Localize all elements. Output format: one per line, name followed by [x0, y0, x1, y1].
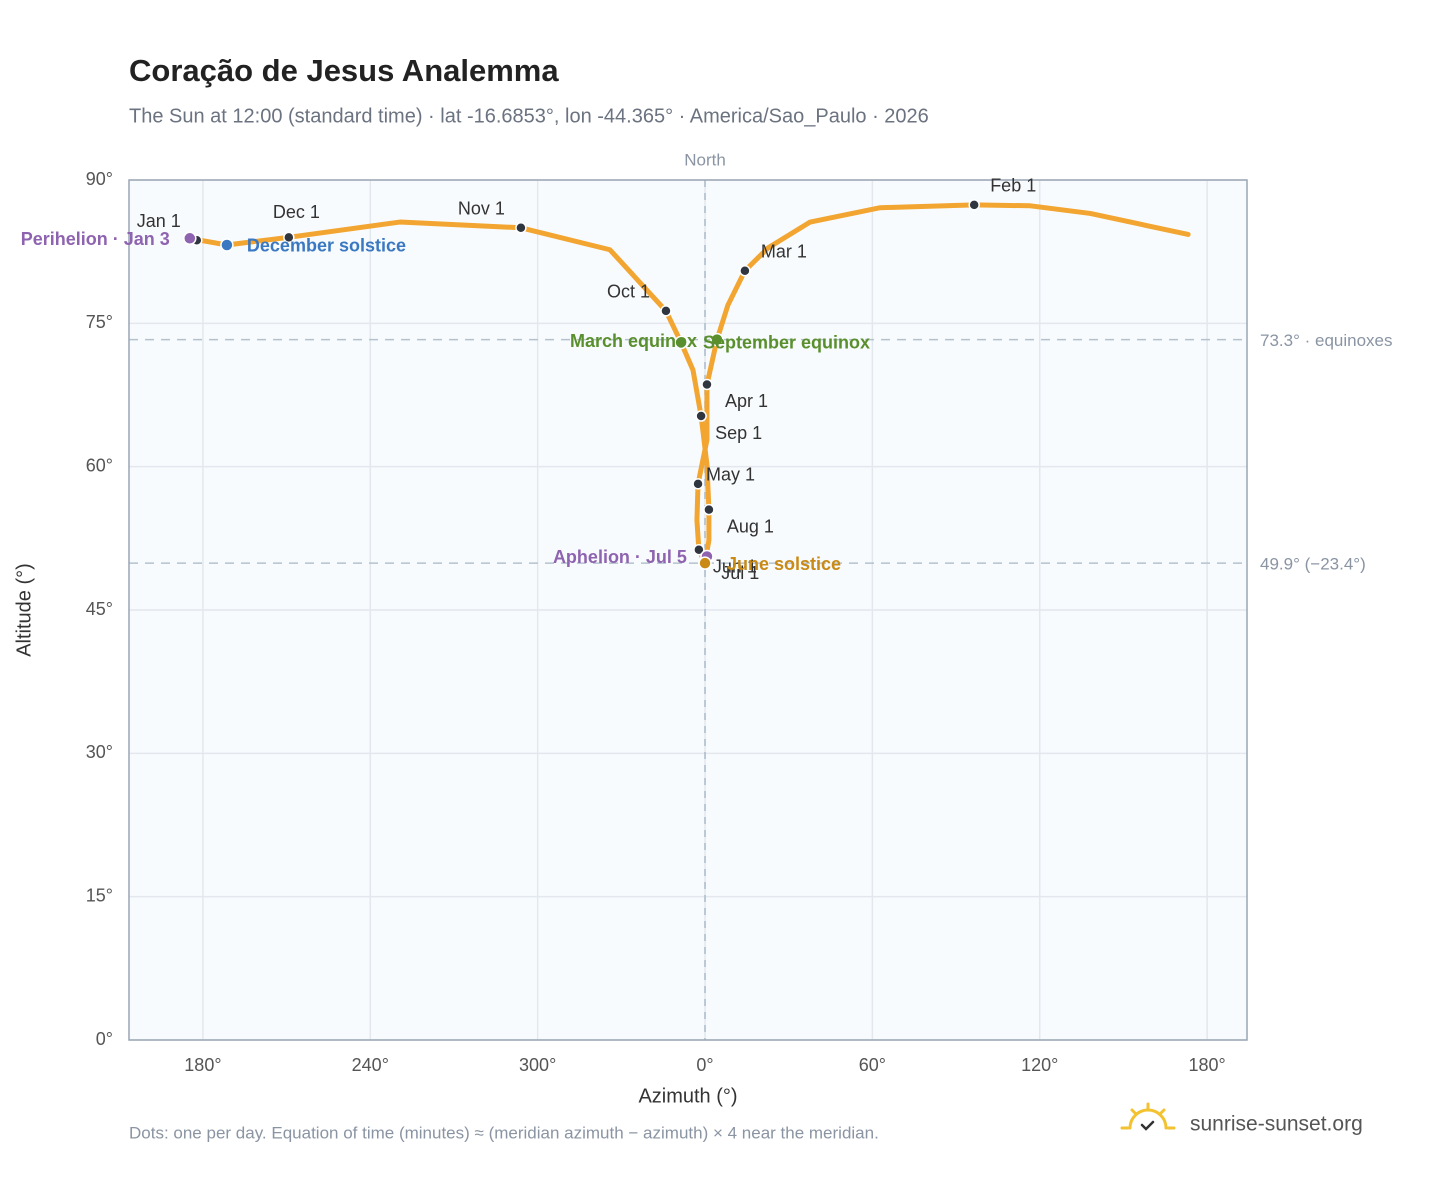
y-tick-label: 75° [86, 312, 113, 332]
x-tick-label: 180° [1188, 1055, 1225, 1075]
y-tick-label: 30° [86, 742, 113, 762]
month-dot [968, 199, 980, 211]
x-axis-title: Azimuth (°) [638, 1085, 737, 1107]
month-label: Sep 1 [715, 423, 762, 443]
x-tick-label: 180° [184, 1055, 221, 1075]
x-tick-label: 300° [519, 1055, 556, 1075]
month-dot [515, 222, 527, 234]
chart-subtitle: The Sun at 12:00 (standard time) · lat -… [129, 105, 929, 127]
x-tick-label: 60° [859, 1055, 886, 1075]
brand-logo [1120, 1102, 1176, 1131]
month-dot [739, 265, 751, 277]
month-label: May 1 [706, 465, 755, 485]
month-label: Jun 1 [713, 557, 757, 577]
month-label: Jul 1 [721, 563, 759, 583]
reference-label: 49.9° (−23.4°) [1260, 555, 1366, 574]
month-label: Oct 1 [607, 282, 650, 302]
event-dot [674, 335, 688, 350]
y-tick-label: 60° [86, 455, 113, 475]
event-dot [183, 231, 197, 246]
month-dot [283, 231, 295, 244]
meridian-label: North [684, 150, 726, 169]
event-dot [710, 332, 724, 347]
y-tick-label: 45° [86, 599, 113, 619]
x-tick-label: 0° [696, 1055, 713, 1075]
event-dot [698, 556, 712, 570]
brand: sunrise-sunset.org [1190, 1113, 1363, 1136]
event-label: Perihelion · Jan 3 [21, 229, 170, 249]
event-label: September equinox [703, 332, 870, 352]
y-tick-label: 15° [86, 885, 113, 905]
x-tick-label: 120° [1021, 1055, 1058, 1075]
month-label: Mar 1 [761, 242, 807, 262]
y-tick-label: 90° [86, 169, 113, 189]
month-dot [695, 410, 707, 422]
event-label: March equinox [570, 331, 697, 351]
y-axis-title: Altitude (°) [13, 563, 35, 657]
month-label: Aug 1 [727, 516, 774, 536]
month-dot [660, 305, 672, 317]
month-label: Nov 1 [458, 199, 505, 219]
x-tick-label: 240° [352, 1055, 389, 1075]
y-tick-label: 0° [96, 1029, 113, 1049]
plot-frame [128, 179, 1248, 1041]
month-dot [692, 478, 704, 490]
event-label: December solstice [247, 236, 406, 256]
month-label: Feb 1 [990, 176, 1036, 196]
month-label: Dec 1 [273, 202, 320, 222]
month-dot [703, 503, 715, 516]
month-dot [693, 544, 705, 556]
chart-title: Coração de Jesus Analemma [129, 53, 559, 88]
event-label: June solstice [727, 554, 841, 574]
reference-label: 73.3° · equinoxes [1260, 331, 1393, 350]
month-label: Jan 1 [137, 211, 181, 231]
event-label: Aphelion · Jul 5 [553, 547, 687, 567]
month-dot [701, 378, 713, 391]
event-dot [220, 238, 234, 252]
month-label: Apr 1 [725, 391, 768, 411]
footnote: Dots: one per day. Equation of time (min… [129, 1123, 879, 1142]
